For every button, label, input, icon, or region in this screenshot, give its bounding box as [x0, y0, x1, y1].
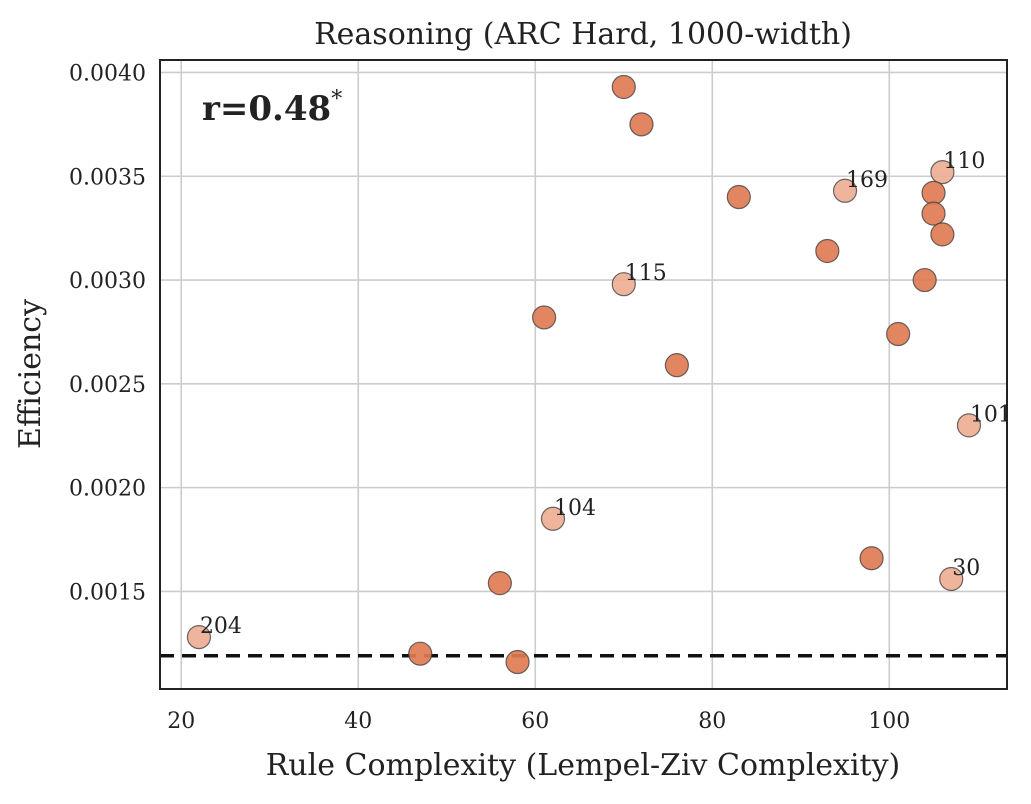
- data-point: [611, 272, 636, 297]
- y-tick-label: 0.0035: [69, 165, 146, 190]
- x-tick-label: 80: [698, 709, 726, 734]
- point-label: 115: [625, 261, 667, 286]
- correlation-value: r=0.48: [202, 89, 331, 129]
- significance-marker: *: [331, 87, 342, 112]
- points-layer: 169 110 115 101 104 30 204: [186, 74, 1012, 675]
- x-tick-label: 60: [521, 709, 549, 734]
- y-tick-label: 0.0020: [69, 477, 146, 502]
- data-point: [921, 180, 946, 205]
- data-point: [912, 267, 937, 293]
- point-label: 110: [943, 149, 985, 174]
- data-point: [921, 201, 946, 226]
- point-label: 104: [554, 496, 596, 521]
- data-point: [930, 159, 955, 185]
- data-point: [540, 506, 566, 531]
- y-tick-label: 0.0030: [69, 269, 146, 294]
- data-point: [886, 321, 911, 347]
- data-point: [505, 649, 530, 675]
- x-axis-label: Rule Complexity (Lempel-Ziv Complexity): [266, 748, 901, 783]
- point-label: 169: [846, 168, 888, 193]
- x-tick-label: 40: [344, 709, 372, 734]
- data-point: [726, 184, 751, 210]
- data-point: [930, 222, 955, 247]
- y-ticks: 0.0015 0.0020 0.0025 0.0030 0.0035 0.0040: [69, 61, 146, 605]
- data-point: [487, 571, 512, 596]
- data-point: [532, 305, 557, 330]
- correlation-annotation: r=0.48*: [202, 87, 342, 129]
- point-label: 30: [952, 556, 980, 581]
- data-point: [664, 353, 689, 378]
- plot-frame: [159, 59, 1008, 690]
- data-point: [832, 178, 858, 203]
- y-tick-label: 0.0015: [69, 580, 146, 605]
- data-point: [815, 238, 840, 264]
- point-label: 204: [200, 614, 242, 639]
- chart-title: Reasoning (ARC Hard, 1000-width): [314, 17, 852, 52]
- y-tick-label: 0.0025: [69, 373, 146, 398]
- data-point: [611, 74, 636, 100]
- data-point: [186, 625, 212, 650]
- data-point: [956, 413, 982, 438]
- x-tick-label: 100: [868, 709, 910, 734]
- data-point: [629, 112, 654, 137]
- y-axis-label: Efficiency: [13, 299, 48, 449]
- grid: [160, 60, 1007, 689]
- data-point: [939, 566, 964, 592]
- data-point: [408, 641, 433, 666]
- x-ticks: 20 40 60 80 100: [167, 709, 910, 734]
- data-point: [859, 546, 884, 571]
- x-tick-label: 20: [167, 709, 195, 734]
- point-label: 101: [970, 402, 1012, 427]
- y-tick-label: 0.0040: [69, 61, 146, 86]
